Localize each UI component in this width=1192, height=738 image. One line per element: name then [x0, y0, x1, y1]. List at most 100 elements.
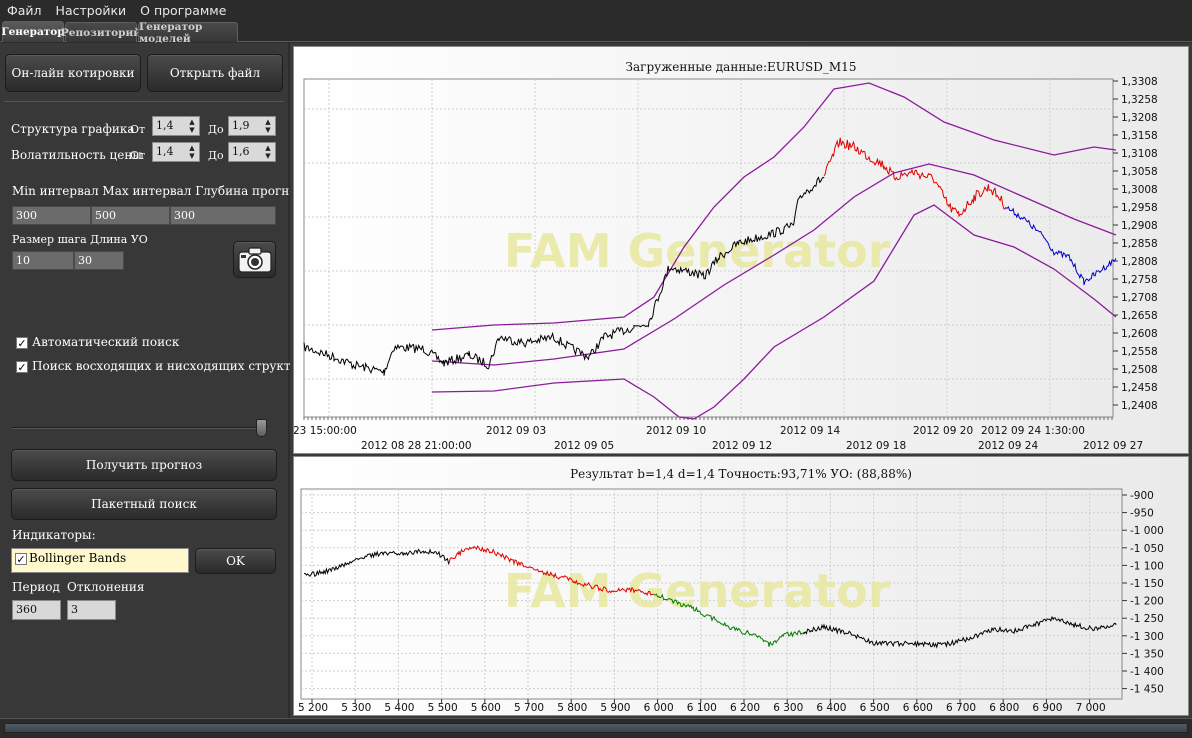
- y-tick-label: 1,2658: [1121, 310, 1158, 322]
- watermark: FAM Generator: [504, 224, 891, 278]
- x-tick-label: 6 900: [1032, 702, 1062, 714]
- bollinger-lower-line: [431, 204, 1117, 420]
- spin-down-icon[interactable]: ▼: [189, 152, 195, 160]
- y-tick-label: 1,3108: [1121, 148, 1158, 160]
- result-green-line: [653, 593, 805, 647]
- x-tick-label: 5 900: [600, 702, 630, 714]
- slider-thumb[interactable]: [256, 419, 267, 437]
- menu-about[interactable]: О программе: [140, 2, 227, 18]
- result-chart-canvas: 5 200 5 300 5 400 5 500 5 600 5 700 5 800 5 900…: [298, 488, 1164, 714]
- x-tick-label: 2012 09 03: [486, 425, 546, 437]
- volatility-to-label: До: [208, 149, 224, 162]
- open-file-button[interactable]: Открыть файл: [147, 54, 283, 92]
- x-tick-label: 5 700: [514, 702, 544, 714]
- grid-lines: [301, 489, 1122, 699]
- y-tick-label: 1,3308: [1121, 76, 1158, 88]
- spin-up-icon[interactable]: ▲: [189, 118, 195, 126]
- y-tick-label: 1,2958: [1121, 202, 1158, 214]
- bollinger-middle-line: [431, 163, 1117, 366]
- y-tick-label: -1 350: [1130, 648, 1164, 660]
- spin-up-icon[interactable]: ▲: [189, 144, 195, 152]
- period-label: Период: [12, 580, 60, 594]
- y-tick-label: -1 100: [1130, 560, 1164, 572]
- x-tick-label: 2012 09 10: [646, 425, 706, 437]
- result-black-line-tail: [803, 615, 1117, 649]
- indicator-item: Bollinger Bands: [29, 551, 127, 565]
- x-tick-label: 2012 08 28 21:00:00: [361, 440, 472, 452]
- plot-frame: [300, 488, 1123, 700]
- slider-track[interactable]: [12, 427, 268, 429]
- indicator-list[interactable]: ✓ Bollinger Bands: [11, 548, 189, 573]
- spin-down-icon[interactable]: ▼: [189, 126, 195, 134]
- y-tick-label: 1,3058: [1121, 166, 1158, 178]
- x-tick-label: 2012 09 05: [554, 440, 614, 452]
- camera-icon: [237, 246, 272, 273]
- x-tick-label: 2012 09 24 1:30:00: [981, 425, 1085, 437]
- tab-bar: Генератор Репозиторий Генератор моделей: [0, 20, 1192, 45]
- x-tick-label: 5 500: [428, 702, 458, 714]
- volatility-from-value: 1,4: [156, 145, 174, 158]
- min-interval-field[interactable]: 300: [12, 206, 91, 225]
- spin-down-icon[interactable]: ▼: [265, 152, 271, 160]
- tab-repository[interactable]: Репозиторий: [61, 22, 141, 42]
- y-tick-label: -1 250: [1130, 613, 1164, 625]
- x-tick-label: 6 300: [773, 702, 803, 714]
- volatility-from-spinner[interactable]: 1,4 ▲ ▼: [152, 142, 200, 162]
- step-header: Размер шага Длина УО: [12, 233, 148, 246]
- volatility-label: Волатильность цены: [11, 148, 142, 162]
- x-tick-label: 6 800: [989, 702, 1019, 714]
- price-chart-canvas: FAM Generator 1,3308 1,3258 1,3208 1,3158 1,3…: [294, 76, 1158, 452]
- auto-search-checkbox[interactable]: ✓: [16, 337, 28, 350]
- depth-field[interactable]: 300: [170, 206, 276, 225]
- result-chart[interactable]: Результат b=1,4 d=1,4 Точность:93,71% УО…: [293, 456, 1189, 716]
- updown-search-checkbox[interactable]: ✓: [16, 361, 28, 374]
- y-tick-label: -1 300: [1130, 631, 1164, 643]
- settings-panel: Он-лайн котировки Открыть файл Структура…: [0, 43, 310, 718]
- volatility-to-spinner[interactable]: 1,6 ▲ ▼: [228, 142, 276, 162]
- x-tick-label: 2012 09 20: [913, 425, 973, 437]
- x-tick-label: 7 000: [1076, 702, 1106, 714]
- deviation-label: Отклонения: [67, 580, 145, 594]
- spin-up-icon[interactable]: ▲: [265, 118, 271, 126]
- spin-down-icon[interactable]: ▼: [265, 126, 271, 134]
- y-tick-label: -1 450: [1130, 684, 1164, 696]
- y-tick-label: -1 200: [1130, 596, 1164, 608]
- period-field[interactable]: 360: [12, 600, 61, 620]
- batch-search-button[interactable]: Пакетный поиск: [11, 488, 277, 520]
- spin-up-icon[interactable]: ▲: [265, 144, 271, 152]
- ok-button[interactable]: OK: [195, 548, 276, 574]
- result-chart-title: Результат b=1,4 d=1,4 Точность:93,71% УО…: [570, 467, 912, 481]
- price-line: [303, 176, 825, 376]
- tab-generator[interactable]: Генератор: [1, 21, 65, 42]
- y-tick-label: 1,2808: [1121, 256, 1158, 268]
- tab-model-generator[interactable]: Генератор моделей: [138, 21, 238, 45]
- x-tick-label: 2012 09 18: [846, 440, 906, 452]
- result-red-line: [448, 545, 655, 597]
- x-tick-label: 5 200: [298, 702, 328, 714]
- y-tick-label: -1 000: [1130, 525, 1164, 537]
- price-chart[interactable]: Загруженные данные:EURUSD_M15 FAM Genera…: [293, 46, 1189, 454]
- y-tick-label: 1,2758: [1121, 274, 1158, 286]
- step-field[interactable]: 10: [12, 251, 74, 270]
- y-tick-label: -900: [1130, 490, 1154, 502]
- structure-to-spinner[interactable]: 1,9 ▲ ▼: [228, 116, 276, 136]
- bollinger-checkbox[interactable]: ✓: [15, 553, 27, 566]
- watermark: FAM Generator: [504, 564, 891, 618]
- get-forecast-button[interactable]: Получить прогноз: [11, 449, 277, 481]
- structure-label: Структура графика: [11, 122, 135, 136]
- y-tick-label: -1 050: [1130, 543, 1164, 555]
- deviation-field[interactable]: 3: [67, 600, 116, 620]
- y-tick-label: 1,2858: [1121, 238, 1158, 250]
- online-quotes-button[interactable]: Он-лайн котировки: [5, 54, 141, 92]
- auto-search-label: Автоматический поиск: [32, 335, 180, 349]
- y-tick-label: 1,3158: [1121, 130, 1158, 142]
- y-tick-label: -1 400: [1130, 666, 1164, 678]
- screenshot-button[interactable]: [233, 241, 276, 278]
- uo-length-field[interactable]: 30: [74, 251, 124, 270]
- menu-file[interactable]: Файл: [7, 2, 42, 18]
- structure-from-spinner[interactable]: 1,4 ▲ ▼: [152, 116, 200, 136]
- menu-settings[interactable]: Настройки: [55, 2, 127, 18]
- x-tick-label: 5 800: [557, 702, 587, 714]
- updown-search-label: Поиск восходящих и нисходящих структур: [32, 359, 306, 373]
- max-interval-field[interactable]: 500: [91, 206, 170, 225]
